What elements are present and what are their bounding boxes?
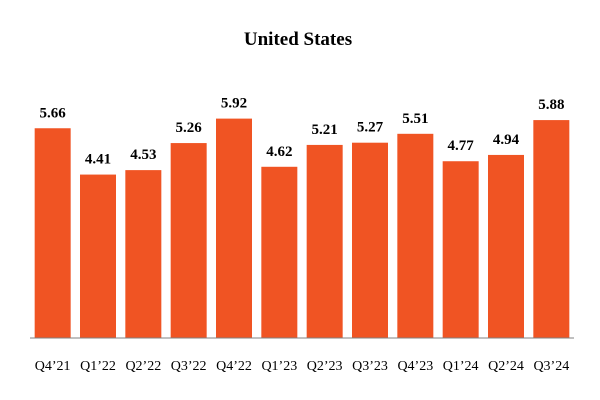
data-label-2: 4.53: [130, 147, 156, 163]
bar-4: [216, 118, 252, 338]
data-labels-group: 5.66 4.41 4.53 5.26 5.92 4.62 5.21 5.27 5.51 4.77…: [40, 96, 565, 168]
data-label-1: 4.41: [85, 152, 111, 168]
bar-0: [34, 128, 71, 338]
x-tick-label-7: Q3’23: [352, 359, 388, 374]
bar-1: [80, 174, 116, 338]
x-tick-label-8: Q4’23: [397, 359, 433, 374]
data-label-4: 5.92: [221, 96, 247, 112]
bar-10: [488, 154, 524, 338]
x-tick-label-10: Q2’24: [488, 359, 524, 374]
data-label-7: 5.27: [357, 120, 384, 136]
bar-5: [261, 166, 298, 338]
data-label-11: 5.88: [538, 97, 564, 113]
x-tick-labels-group: Q4’21 Q1’22 Q2’22 Q3’22 Q4’22 Q1’23 Q2’23 Q3’23…: [35, 359, 569, 374]
x-tick-label-11: Q3’24: [533, 359, 569, 374]
x-tick-label-1: Q1’22: [80, 359, 116, 374]
bar-3: [170, 143, 207, 338]
x-tick-label-6: Q2’23: [307, 359, 343, 374]
x-tick-label-5: Q1’23: [261, 359, 297, 374]
x-tick-label-9: Q1’24: [443, 359, 479, 374]
chart-title: United States: [244, 29, 352, 50]
bar-11: [533, 120, 570, 338]
data-label-3: 5.26: [176, 120, 203, 136]
x-tick-label-2: Q2’22: [125, 359, 161, 374]
data-label-5: 4.62: [266, 144, 292, 160]
bars-group: [34, 118, 570, 338]
data-label-9: 4.77: [448, 138, 475, 154]
x-tick-label-0: Q4’21: [35, 359, 71, 374]
bar-6: [306, 144, 343, 338]
bar-8: [397, 133, 434, 338]
x-tick-label-4: Q4’22: [216, 359, 252, 374]
bar-2: [125, 170, 162, 338]
data-label-10: 4.94: [493, 132, 520, 148]
bar-7: [352, 142, 388, 338]
data-label-8: 5.51: [402, 111, 428, 127]
data-label-0: 5.66: [40, 105, 67, 121]
x-tick-label-3: Q3’22: [171, 359, 207, 374]
data-label-6: 5.21: [312, 122, 338, 138]
bar-9: [442, 161, 479, 338]
